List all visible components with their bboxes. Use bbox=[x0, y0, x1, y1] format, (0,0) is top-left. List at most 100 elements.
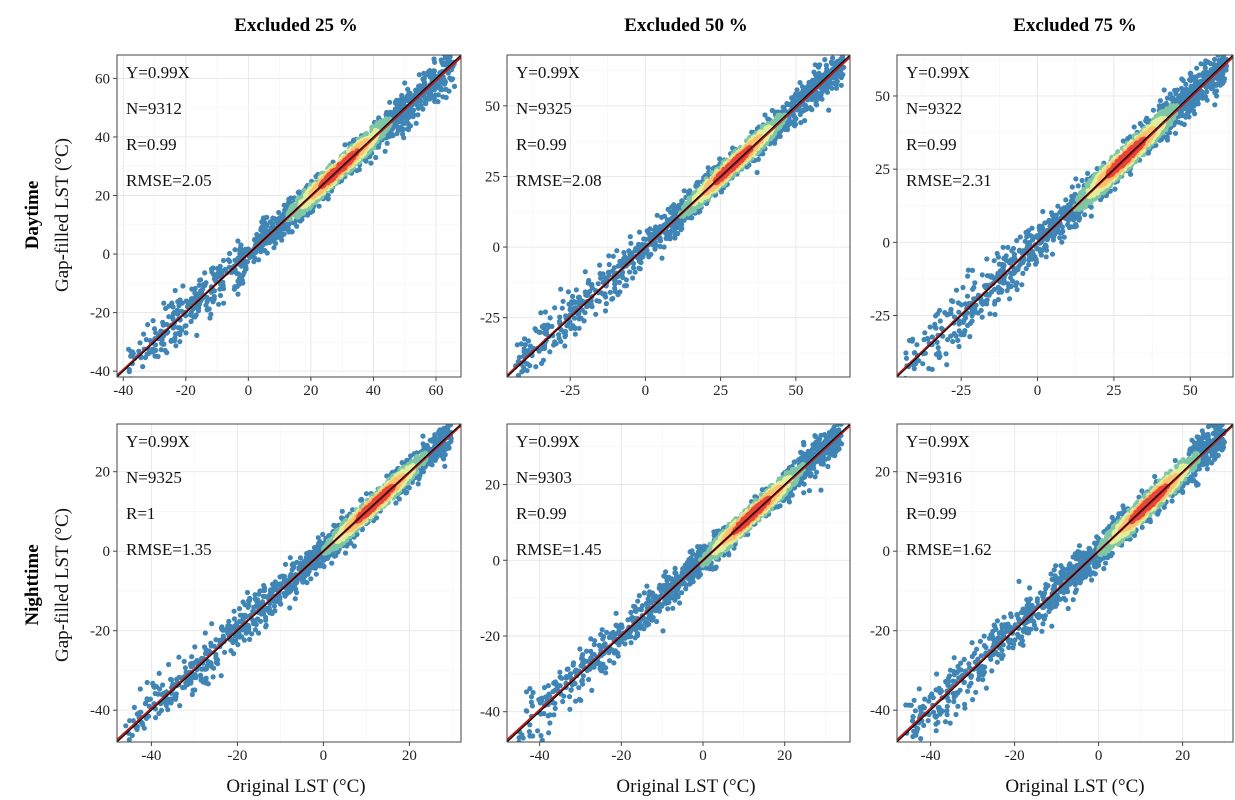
scatter-point bbox=[1029, 225, 1035, 231]
scatter-point bbox=[432, 59, 438, 65]
scatter-point bbox=[1131, 124, 1137, 130]
scatter-point bbox=[572, 325, 578, 331]
x-tick-label: 0 bbox=[245, 383, 253, 399]
reference-lines bbox=[507, 55, 850, 377]
scatter-point bbox=[1014, 238, 1020, 244]
scatter-point bbox=[956, 343, 962, 350]
scatter-point bbox=[1088, 213, 1094, 219]
scatter-point bbox=[903, 355, 910, 361]
scatter-point bbox=[581, 318, 587, 324]
stat-r: R=0.99 bbox=[126, 135, 177, 154]
scatter-point bbox=[614, 248, 620, 254]
scatter-point bbox=[1082, 212, 1088, 218]
x-axis-label-col-2: Original LST (°C) bbox=[616, 776, 755, 797]
y-axis-label-daytime: Gap-filled LST (°C) bbox=[52, 138, 73, 292]
scatter-point bbox=[632, 269, 638, 275]
gridlines bbox=[897, 55, 1233, 377]
scatter-point bbox=[916, 358, 922, 364]
scatter-point bbox=[244, 259, 250, 265]
scatter-point bbox=[170, 304, 176, 310]
column-title-excluded-75: Excluded 75 % bbox=[1013, 15, 1137, 36]
scatter-point bbox=[136, 348, 142, 354]
scatter-point bbox=[183, 330, 189, 336]
scatter-point bbox=[958, 302, 965, 308]
scatter-point bbox=[606, 253, 612, 259]
scatter-point bbox=[972, 280, 978, 286]
scatter-point bbox=[137, 340, 143, 346]
scatter-point bbox=[1212, 88, 1218, 94]
scatter-point bbox=[402, 80, 408, 86]
scatter-point bbox=[668, 228, 674, 234]
scatter-point bbox=[1208, 86, 1215, 92]
scatter-point bbox=[903, 350, 909, 356]
scatter-point bbox=[1202, 65, 1208, 71]
x-tick-label: -25 bbox=[560, 383, 580, 399]
scatter-point bbox=[630, 275, 636, 281]
scatter-point bbox=[204, 294, 210, 300]
scatter-point bbox=[1157, 98, 1163, 104]
scatter-point bbox=[533, 364, 539, 370]
scatter-point bbox=[235, 291, 241, 297]
scatter-point bbox=[516, 354, 523, 360]
scatter-point bbox=[161, 300, 167, 306]
scatter-point bbox=[987, 311, 993, 317]
scatter-point bbox=[1073, 176, 1079, 182]
scatter-point bbox=[1037, 246, 1043, 253]
scatter-point bbox=[573, 287, 579, 293]
scatter-point bbox=[1053, 212, 1059, 218]
scatter-point bbox=[956, 309, 962, 315]
x-tick-label: 20 bbox=[303, 383, 318, 399]
scatter-point bbox=[325, 196, 331, 202]
scatter-point bbox=[836, 43, 841, 48]
scatter-point bbox=[395, 124, 401, 131]
scatter-point bbox=[991, 258, 997, 264]
scatter-point bbox=[210, 265, 216, 271]
scatter-point bbox=[1012, 256, 1018, 262]
scatter-point bbox=[387, 99, 393, 105]
scatter-point bbox=[232, 247, 238, 253]
scatter-point bbox=[237, 275, 243, 281]
scatter-point bbox=[1172, 130, 1179, 136]
scatter-point bbox=[1112, 186, 1118, 192]
scatter-point bbox=[1164, 95, 1171, 101]
scatter-point bbox=[1005, 281, 1011, 287]
scatter-point bbox=[203, 280, 209, 286]
x-axis-label-col-3: Original LST (°C) bbox=[1005, 776, 1144, 797]
scatter-point bbox=[904, 376, 907, 377]
scatter-point bbox=[999, 287, 1005, 293]
scatter-point bbox=[841, 43, 846, 48]
scatter-point bbox=[220, 279, 226, 285]
scatter-point bbox=[1026, 262, 1032, 268]
scatter-point bbox=[945, 337, 951, 343]
scatter-point bbox=[219, 270, 225, 276]
scatter-point bbox=[232, 284, 238, 290]
scatter-point bbox=[543, 330, 550, 336]
scatter-point bbox=[962, 328, 968, 334]
scatter-point bbox=[829, 60, 835, 67]
scatter-point bbox=[1219, 47, 1224, 52]
scatter-point bbox=[162, 347, 168, 354]
scatter-point bbox=[524, 368, 530, 374]
scatter-point bbox=[937, 307, 943, 313]
scatter-point bbox=[600, 271, 606, 277]
scatter-panel-2: -25 0 25 50-2502550Y=0.99XN=9325R=0.99RMSE=… bbox=[480, 43, 851, 399]
scatter-point bbox=[243, 263, 249, 269]
y-tick-label: 40 bbox=[95, 130, 110, 146]
scatter-point bbox=[325, 192, 331, 198]
scatter-point bbox=[841, 46, 846, 51]
scatter-point bbox=[264, 222, 270, 228]
scatter-point bbox=[373, 154, 379, 161]
y-tick-label: 50 bbox=[485, 99, 500, 115]
scatter-point bbox=[822, 57, 828, 63]
scatter-point bbox=[1215, 55, 1221, 58]
scatter-point bbox=[171, 324, 177, 330]
scatter-point bbox=[1183, 81, 1189, 87]
scatter-point bbox=[679, 225, 685, 232]
panel-frame bbox=[116, 54, 462, 378]
scatter-point bbox=[553, 341, 559, 347]
scatter-point bbox=[155, 353, 161, 360]
scatter-point bbox=[576, 325, 582, 331]
scatter-point bbox=[925, 336, 931, 342]
